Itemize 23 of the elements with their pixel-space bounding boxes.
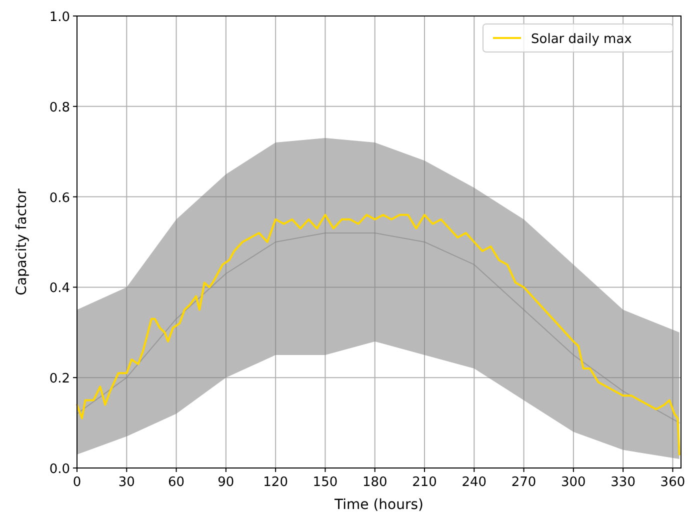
y-tick-label: 0.4 bbox=[49, 281, 70, 296]
x-axis-title: Time (hours) bbox=[334, 497, 424, 513]
legend-label: Solar daily max bbox=[531, 32, 632, 47]
x-tick-label: 360 bbox=[660, 475, 686, 490]
y-tick-label: 0.2 bbox=[49, 372, 70, 387]
x-tick-label: 330 bbox=[610, 475, 636, 490]
line-series bbox=[76, 214, 680, 456]
y-tick-label: 0.6 bbox=[49, 190, 70, 206]
y-tick-label: 1.0 bbox=[49, 10, 70, 25]
x-tick-label: 180 bbox=[362, 475, 388, 490]
y-tick-label: 0.8 bbox=[49, 100, 70, 116]
x-tick-label: 30 bbox=[118, 475, 135, 490]
x-tick-label: 300 bbox=[561, 475, 586, 490]
x-tick-label: 120 bbox=[263, 475, 288, 490]
x-tick-label: 60 bbox=[168, 475, 185, 490]
x-tick-label: 210 bbox=[412, 475, 437, 490]
x-tick-label: 0 bbox=[72, 475, 82, 490]
y-axis-title: Capacity factor bbox=[14, 188, 30, 296]
x-tick-label: 150 bbox=[312, 475, 338, 490]
x-tick-label: 270 bbox=[511, 475, 536, 490]
x-tick-label: 240 bbox=[462, 475, 487, 490]
y-tick-label: 0.0 bbox=[49, 462, 70, 477]
x-tick-label: 90 bbox=[218, 475, 234, 490]
